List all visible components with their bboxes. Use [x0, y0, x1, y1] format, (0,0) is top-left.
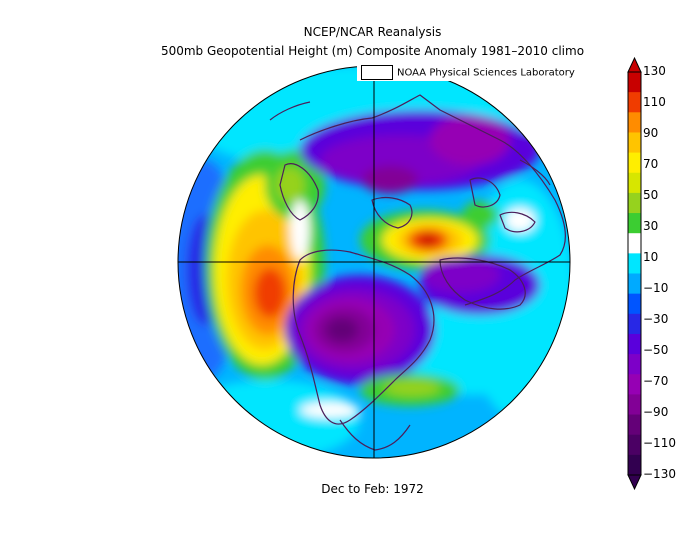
colorbar-tick-label: −130	[643, 467, 676, 481]
colorbar-tick-label: −70	[643, 374, 669, 388]
colorbar-tick-label: 10	[643, 250, 659, 264]
anomaly-field	[178, 66, 570, 458]
coastlines	[269, 94, 567, 451]
colorbar-tick-label: −50	[643, 343, 669, 357]
anomaly-contours	[178, 66, 570, 458]
colorbar-tick-label: −90	[643, 405, 669, 419]
colorbar-tick-label: 30	[643, 219, 659, 233]
credit-label: NOAA Physical Sciences Laboratory	[357, 65, 575, 81]
colorbar-tick-label: −30	[643, 312, 669, 326]
colorbar-tick-label: −110	[643, 436, 676, 450]
colorbar-tick-label: 50	[643, 188, 659, 202]
colorbar-tick-label: 90	[643, 126, 659, 140]
colorbar-tick-label: 110	[643, 95, 666, 109]
map-subtitle: 500mb Geopotential Height (m) Composite …	[160, 44, 585, 58]
colorbar-tick-label: 70	[643, 157, 659, 171]
credit-text: NOAA Physical Sciences Laboratory	[397, 67, 575, 79]
credit-swatch	[361, 65, 393, 80]
colorbar-tick-label: 130	[643, 64, 666, 78]
colorbar-tick-label: −10	[643, 281, 669, 295]
map-title: NCEP/NCAR Reanalysis	[303, 25, 442, 39]
date-range: Dec to Feb: 1972	[321, 482, 424, 496]
